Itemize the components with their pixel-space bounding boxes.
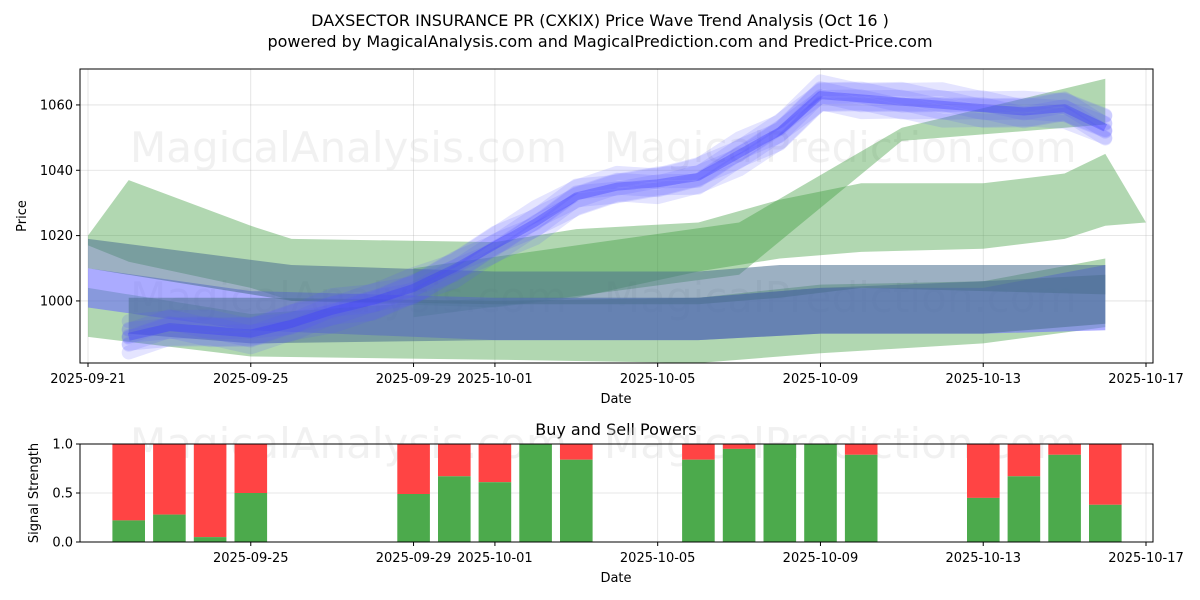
signal-title: Buy and Sell Powers: [535, 420, 697, 439]
sell-bar-2025-10-14: [1007, 444, 1041, 477]
signal-panel: Buy and Sell Powers MagicalAnalysis.com …: [27, 419, 1184, 586]
buy-bar-2025-09-29: [397, 494, 430, 542]
green-band-3: [413, 78, 1106, 318]
signal-y-tick-label-1: 0.5: [52, 487, 73, 502]
signal-x-tick-label-3: 2025-10-05: [620, 551, 696, 566]
price-wave-layer-4: [121, 89, 1113, 344]
price-wave-layer-3: [121, 89, 1113, 348]
sell-bar-2025-09-25: [234, 444, 268, 493]
price-y-ticks: 1000 1020 1040 1060: [40, 98, 80, 309]
signal-x-ticks: 2025-09-25 2025-09-29 2025-10-01 2025-10-05…: [213, 542, 1184, 566]
signal-y-tick-label-0: 0.0: [52, 536, 73, 551]
sell-bar-2025-09-30: [438, 444, 471, 477]
signal-x-tick-label-2: 2025-10-01: [457, 551, 533, 566]
buy-bar-2025-10-13: [967, 497, 1000, 542]
sell-bar-2025-10-15: [1048, 444, 1081, 455]
price-x-tick-label-3: 2025-10-01: [457, 372, 533, 387]
price-wave-layer-7: [121, 81, 1113, 337]
price-x-label: Date: [600, 392, 631, 407]
price-x-tick-label-5: 2025-10-09: [783, 372, 859, 387]
sell-bar-2025-09-23: [153, 444, 186, 515]
buy-bar-2025-10-08: [763, 444, 797, 542]
sell-bar-2025-10-07: [722, 444, 756, 449]
price-x-tick-label-6: 2025-10-13: [945, 372, 1021, 387]
buy-bar-2025-09-23: [153, 514, 186, 542]
signal-x-tick-label-0: 2025-09-25: [213, 551, 289, 566]
price-marks: [88, 74, 1146, 363]
price-x-tick-label-4: 2025-10-05: [620, 372, 696, 387]
price-wave-layer-2: [121, 96, 1113, 352]
buy-bar-2025-09-24: [193, 537, 227, 542]
buy-bar-2025-10-02: [519, 444, 552, 542]
price-wave-layer-1: [121, 96, 1113, 351]
price-y-tick-label-3: 1060: [40, 98, 73, 113]
buy-bar-2025-09-30: [438, 476, 471, 542]
signal-x-tick-label-5: 2025-10-13: [945, 551, 1021, 566]
price-x-tick-label-0: 2025-09-21: [50, 372, 126, 387]
sell-bar-2025-10-03: [560, 444, 593, 460]
buy-bar-2025-10-10: [844, 454, 878, 542]
main-title-line1: DAXSECTOR INSURANCE PR (CXKIX) Price Wav…: [311, 11, 889, 30]
price-wave-layer-0: [121, 96, 1113, 360]
price-wave-core: [127, 91, 1108, 341]
buy-bar-2025-10-15: [1048, 454, 1081, 542]
price-y-tick-label-2: 1040: [40, 164, 73, 179]
buy-bar-2025-10-14: [1007, 476, 1041, 542]
watermark-1: MagicalAnalysis.com: [130, 123, 567, 172]
buy-bar-2025-09-22: [112, 520, 145, 542]
price-x-tick-label-7: 2025-10-17: [1108, 372, 1184, 387]
blue-band-3: [128, 274, 1106, 344]
buy-bar-2025-10-06: [682, 459, 715, 542]
buy-bar-2025-09-25: [234, 493, 268, 542]
signal-y-ticks: 0.0 0.5 1.0: [52, 438, 80, 551]
buy-bar-2025-10-07: [722, 448, 756, 542]
buy-bar-2025-10-01: [478, 482, 512, 542]
buy-bar-2025-10-09: [804, 444, 837, 542]
sell-bar-2025-10-01: [478, 444, 512, 483]
sell-bar-2025-09-22: [112, 444, 145, 521]
price-y-label: Price: [15, 200, 30, 232]
watermark-2: MagicalPrediction.com: [604, 123, 1077, 172]
sell-bar-2025-10-16: [1089, 444, 1122, 505]
price-y-tick-label-1: 1020: [40, 229, 73, 244]
signal-x-label: Date: [600, 571, 631, 586]
signal-x-tick-label-1: 2025-09-29: [376, 551, 452, 566]
sell-bar-2025-09-24: [193, 444, 227, 538]
buy-bar-2025-10-03: [560, 459, 593, 542]
price-x-tick-label-1: 2025-09-25: [213, 372, 289, 387]
price-panel: MagicalAnalysis.com MagicalPrediction.co…: [15, 68, 1184, 407]
signal-y-label: Signal Strength: [27, 443, 42, 543]
signal-bars: [112, 444, 1122, 542]
sell-bar-2025-10-13: [967, 444, 1000, 498]
price-x-tick-label-2: 2025-09-29: [376, 372, 452, 387]
signal-y-tick-label-2: 1.0: [52, 438, 73, 453]
price-y-tick-label-0: 1000: [40, 294, 73, 309]
main-title-line2: powered by MagicalAnalysis.com and Magic…: [267, 32, 932, 51]
sell-bar-2025-09-29: [397, 444, 430, 494]
price-wave-layer-5: [121, 81, 1113, 345]
sell-bar-2025-10-06: [682, 444, 715, 460]
price-wave-layer-8: [121, 74, 1113, 333]
sell-bar-2025-10-10: [844, 444, 878, 455]
buy-bar-2025-10-16: [1089, 504, 1122, 542]
price-wave-layer-6: [121, 81, 1113, 336]
price-x-ticks: 2025-09-21 2025-09-25 2025-09-29 2025-10-01…: [50, 363, 1184, 387]
signal-x-tick-label-6: 2025-10-17: [1108, 551, 1184, 566]
signal-x-tick-label-4: 2025-10-09: [783, 551, 859, 566]
price-axes-frame: [79, 68, 1154, 364]
